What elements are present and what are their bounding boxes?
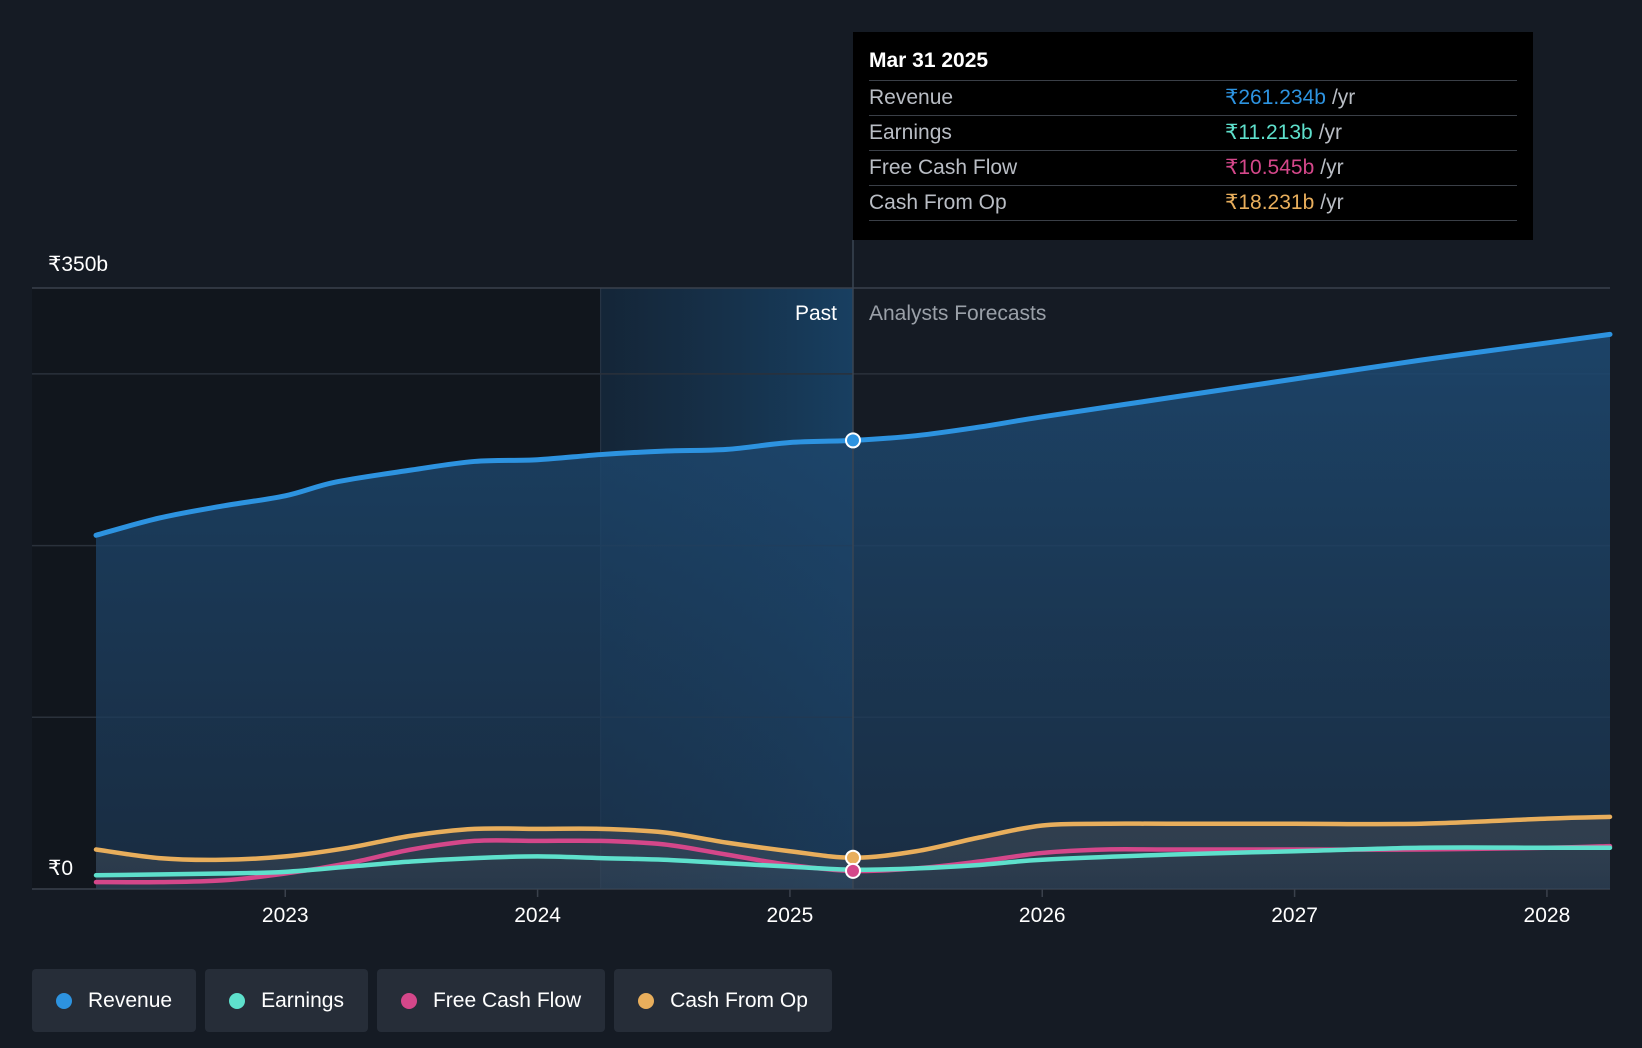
tooltip-unit: /yr: [1318, 121, 1343, 144]
tooltip-value: ₹261.234b: [1225, 86, 1326, 109]
tooltip-label: Revenue: [869, 86, 954, 109]
legend-dot-icon: [229, 992, 246, 1009]
earnings-line: [93, 845, 1613, 878]
tooltip-panel: Mar 31 2025 Revenue ₹261.234b /yr Earnin…: [853, 32, 1533, 240]
x-tick-label: 2026: [1019, 904, 1066, 927]
tooltip-date: Mar 31 2025: [869, 46, 1517, 81]
legend-dot-icon: [400, 992, 417, 1009]
x-tick-label: 2025: [767, 904, 814, 927]
x-tick-label: 2024: [514, 904, 561, 927]
tooltip-label: Earnings: [869, 121, 952, 144]
legend-item-revenue[interactable]: Revenue: [32, 969, 197, 1032]
x-tick-label: 2023: [262, 904, 309, 927]
x-tick-label: 2027: [1271, 904, 1318, 927]
legend-label: Free Cash Flow: [432, 988, 582, 1012]
x-tick-label: 2028: [1524, 904, 1571, 927]
cash-from-op-marker: [845, 849, 861, 866]
legend-dot-icon: [56, 992, 72, 1009]
tooltip-row-revenue: Revenue ₹261.234b /yr: [869, 81, 1517, 116]
tooltip-unit: /yr: [1320, 191, 1344, 214]
lower-series-area: [96, 816, 1610, 889]
y-tick-label: ₹0: [48, 857, 73, 880]
analysts-forecasts-label: Analysts Forecasts: [869, 302, 1046, 325]
past-label: Past: [795, 302, 837, 325]
tooltip-label: Cash From Op: [869, 191, 1007, 214]
tooltip-row-free-cash-flow: Free Cash Flow ₹10.545b /yr: [869, 151, 1517, 186]
tooltip-row-cash-from-op: Cash From Op ₹18.231b /yr: [869, 186, 1517, 221]
legend-item-free-cash-flow[interactable]: Free Cash Flow: [376, 969, 606, 1032]
tooltip-value: ₹18.231b: [1225, 191, 1315, 214]
tooltip-row-earnings: Earnings ₹11.213b /yr: [869, 116, 1517, 151]
y-tick-label: ₹350b: [48, 253, 108, 276]
tooltip-unit: /yr: [1320, 156, 1344, 179]
tooltip-unit: /yr: [1331, 86, 1356, 109]
free-cash-flow-marker: [845, 862, 861, 879]
legend-item-earnings[interactable]: Earnings: [205, 969, 368, 1032]
revenue-line: [93, 331, 1613, 538]
legend-item-cash-from-op[interactable]: Cash From Op: [614, 969, 832, 1032]
tooltip-value: ₹10.545b: [1225, 156, 1315, 179]
legend-label: Cash From Op: [670, 988, 808, 1012]
revenue-marker: [845, 432, 861, 449]
cash-from-op-line: [93, 814, 1613, 863]
legend-dot-icon: [638, 992, 655, 1009]
legend: Revenue Earnings Free Cash Flow Cash Fro…: [32, 969, 832, 1032]
tooltip-label: Free Cash Flow: [869, 156, 1018, 179]
tooltip-value: ₹11.213b: [1225, 121, 1313, 144]
legend-label: Earnings: [261, 988, 344, 1012]
legend-label: Revenue: [88, 988, 173, 1012]
